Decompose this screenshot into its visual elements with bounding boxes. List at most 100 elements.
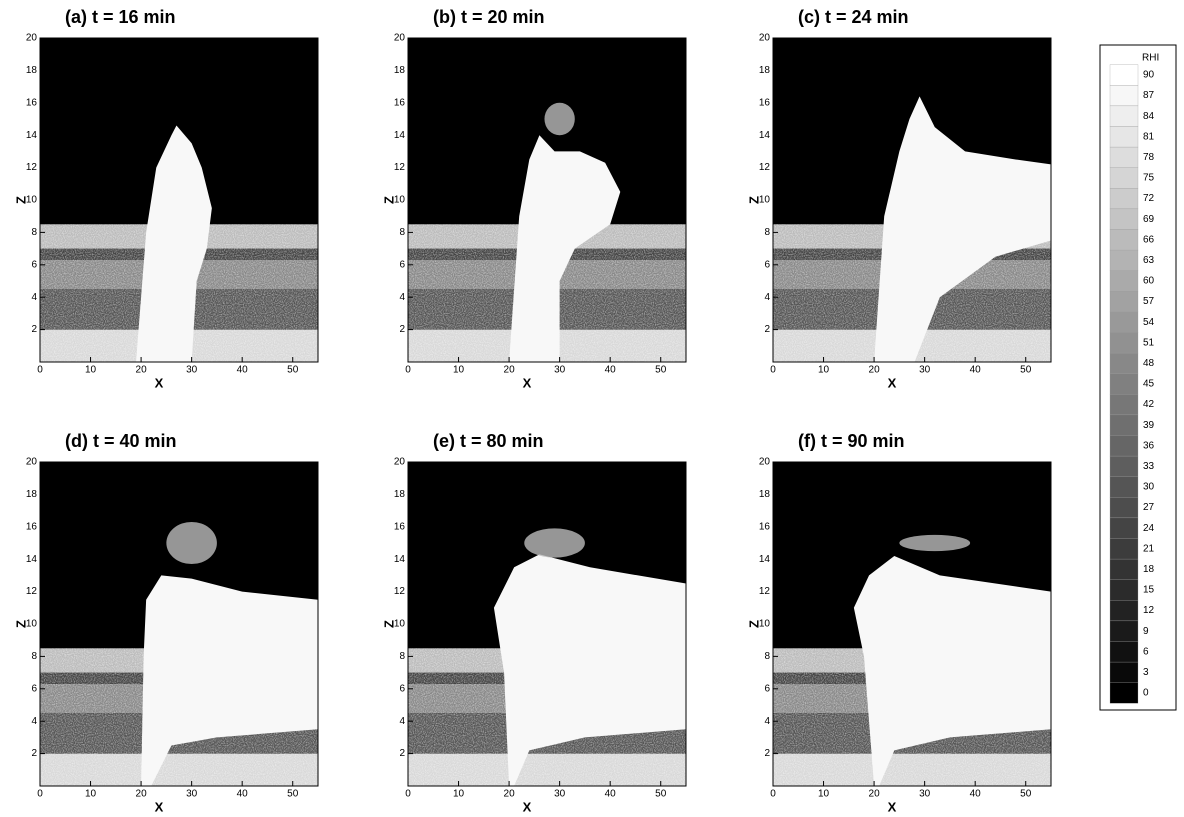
- y-tick-label: 2: [31, 748, 37, 759]
- colorbar-tick-label: 84: [1143, 111, 1155, 122]
- y-tick-label: 16: [26, 97, 38, 108]
- x-axis-label: X: [155, 375, 164, 390]
- y-tick-label: 18: [759, 65, 771, 76]
- y-tick-label: 16: [26, 521, 38, 532]
- colorbar-tick-label: 90: [1143, 70, 1155, 81]
- colorbar-tick-label: 75: [1143, 173, 1155, 184]
- colorbar-swatch: [1110, 291, 1138, 312]
- colorbar-swatch: [1110, 497, 1138, 518]
- colorbar-tick-label: 39: [1143, 420, 1155, 431]
- colorbar-swatch: [1110, 106, 1138, 127]
- y-tick-label: 14: [394, 130, 406, 141]
- colorbar-tick-label: 33: [1143, 461, 1155, 472]
- x-tick-label: 30: [554, 365, 566, 376]
- chart-title: (e) t = 80 min: [433, 431, 544, 451]
- x-tick-label: 40: [605, 365, 617, 376]
- panel: 010203040502468101214161820(b) t = 20 mi…: [381, 7, 686, 391]
- colorbar-swatch: [1110, 580, 1138, 601]
- y-tick-label: 20: [394, 33, 406, 44]
- y-tick-label: 6: [399, 259, 405, 270]
- chart-title: (a) t = 16 min: [65, 7, 176, 27]
- colorbar-swatch: [1110, 65, 1138, 86]
- colorbar-tick-label: 18: [1143, 564, 1155, 575]
- colorbar-tick-label: 27: [1143, 502, 1155, 513]
- colorbar-swatch: [1110, 477, 1138, 498]
- y-tick-label: 16: [394, 97, 406, 108]
- x-tick-label: 30: [919, 365, 931, 376]
- x-axis-label: X: [888, 799, 897, 812]
- colorbar-tick-label: 78: [1143, 152, 1155, 163]
- colorbar-swatch: [1110, 147, 1138, 168]
- colorbar-swatch: [1110, 662, 1138, 683]
- y-tick-label: 8: [399, 651, 405, 662]
- colorbar-swatch: [1110, 333, 1138, 354]
- x-tick-label: 30: [919, 789, 931, 800]
- x-tick-label: 10: [453, 365, 465, 376]
- y-tick-label: 6: [31, 259, 37, 270]
- y-tick-label: 2: [399, 748, 405, 759]
- y-tick-label: 20: [759, 33, 771, 44]
- x-tick-label: 50: [655, 365, 667, 376]
- y-tick-label: 18: [26, 65, 38, 76]
- colorbar-swatch: [1110, 600, 1138, 621]
- x-tick-label: 40: [970, 789, 982, 800]
- y-tick-label: 12: [394, 586, 406, 597]
- colorbar-tick-label: 54: [1143, 317, 1155, 328]
- y-tick-label: 4: [764, 716, 770, 727]
- colorbar-swatch: [1110, 559, 1138, 580]
- x-tick-label: 10: [818, 365, 830, 376]
- colorbar-swatch: [1110, 209, 1138, 230]
- y-tick-label: 8: [31, 227, 37, 238]
- x-tick-label: 40: [605, 789, 617, 800]
- colorbar-swatch: [1110, 250, 1138, 271]
- y-tick-label: 8: [399, 227, 405, 238]
- y-tick-label: 18: [26, 489, 38, 500]
- y-tick-label: 4: [399, 716, 405, 727]
- colorbar-swatch: [1110, 539, 1138, 560]
- x-tick-label: 50: [287, 365, 299, 376]
- x-tick-label: 0: [770, 789, 776, 800]
- x-tick-label: 30: [186, 365, 198, 376]
- x-tick-label: 10: [85, 365, 97, 376]
- x-tick-label: 0: [405, 365, 411, 376]
- colorbar-swatch: [1110, 436, 1138, 457]
- x-tick-label: 0: [37, 789, 43, 800]
- y-tick-label: 14: [26, 554, 38, 565]
- y-tick-label: 12: [26, 162, 38, 173]
- y-tick-label: 2: [399, 324, 405, 335]
- colorbar-tick-label: 45: [1143, 379, 1155, 390]
- y-tick-label: 4: [399, 292, 405, 303]
- colorbar-tick-label: 42: [1143, 399, 1155, 410]
- x-tick-label: 0: [405, 789, 411, 800]
- colorbar-tick-label: 3: [1143, 667, 1149, 678]
- y-tick-label: 8: [764, 227, 770, 238]
- plume-top: [899, 535, 970, 551]
- y-tick-label: 12: [759, 162, 771, 173]
- y-tick-label: 14: [394, 554, 406, 565]
- colorbar-swatch: [1110, 312, 1138, 333]
- colorbar-label: RHI: [1142, 53, 1159, 64]
- colorbar-tick-label: 12: [1143, 605, 1155, 616]
- y-tick-label: 14: [26, 130, 38, 141]
- colorbar-tick-label: 60: [1143, 276, 1155, 287]
- colorbar-swatch: [1110, 642, 1138, 663]
- y-tick-label: 8: [764, 651, 770, 662]
- y-tick-label: 8: [31, 651, 37, 662]
- y-tick-label: 12: [394, 162, 406, 173]
- y-tick-label: 16: [394, 521, 406, 532]
- colorbar-tick-label: 69: [1143, 214, 1155, 225]
- y-tick-label: 12: [26, 586, 38, 597]
- x-axis-label: X: [523, 799, 532, 812]
- figure: 010203040502468101214161820(a) t = 16 mi…: [0, 0, 1184, 812]
- y-tick-label: 2: [764, 748, 770, 759]
- y-tick-label: 2: [764, 324, 770, 335]
- colorbar-swatch: [1110, 518, 1138, 539]
- colorbar-tick-label: 6: [1143, 646, 1149, 657]
- plume-top: [166, 522, 217, 564]
- x-tick-label: 20: [136, 789, 148, 800]
- x-tick-label: 40: [237, 789, 249, 800]
- x-tick-label: 40: [237, 365, 249, 376]
- colorbar-swatch: [1110, 621, 1138, 642]
